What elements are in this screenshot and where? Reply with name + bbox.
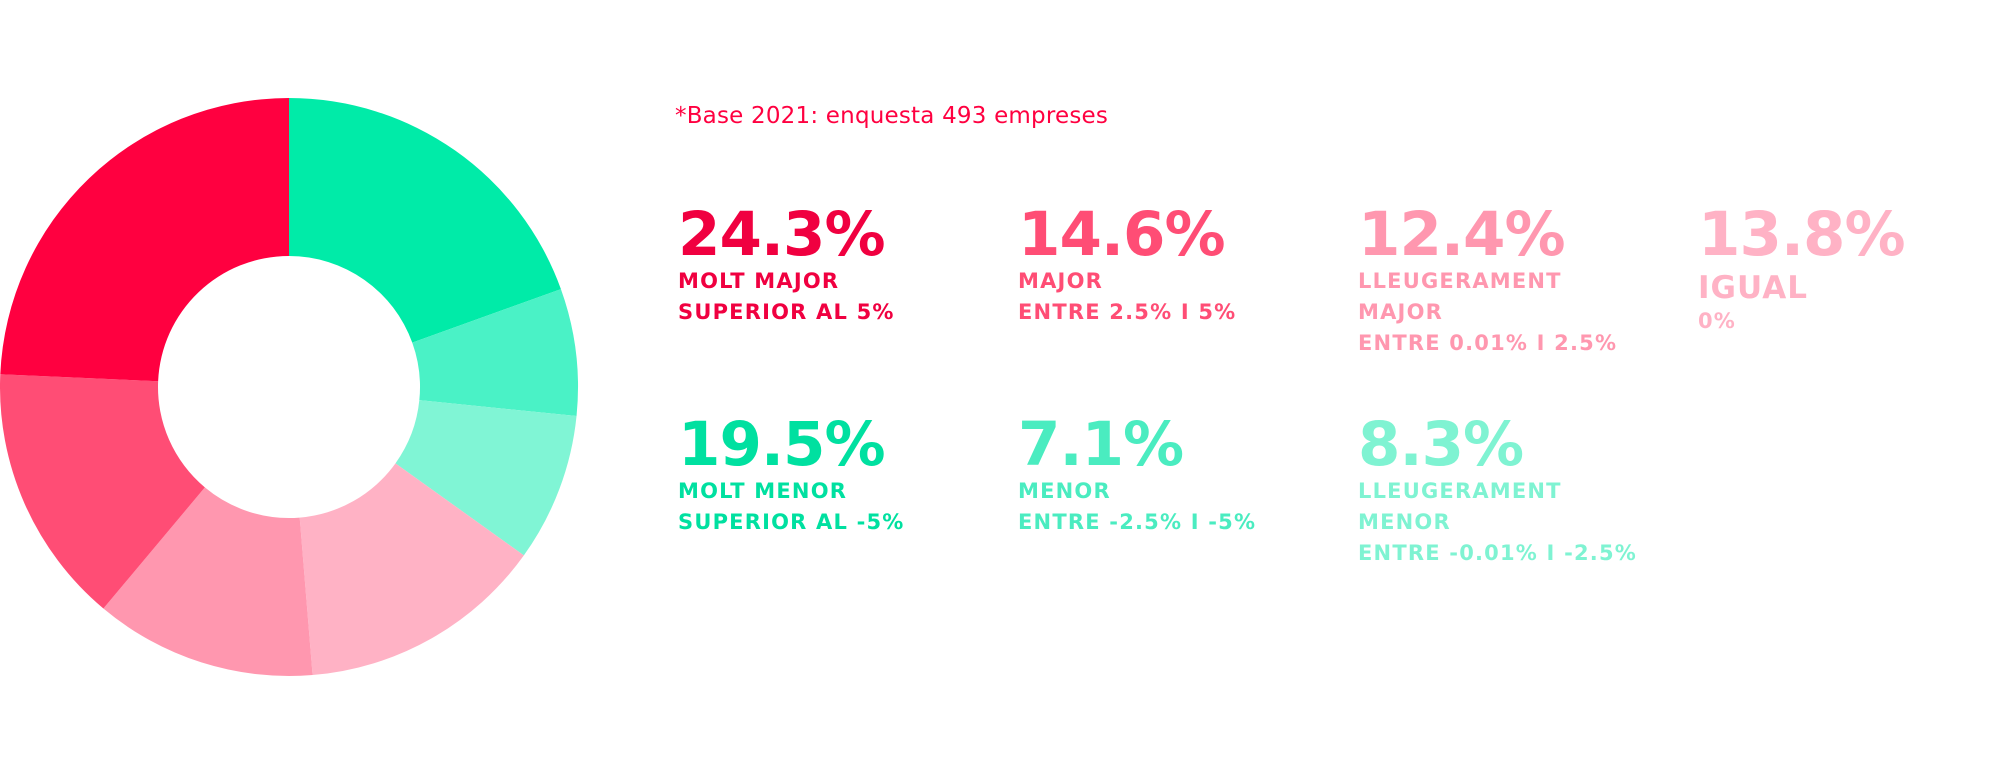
stat-lleugerament-major: 12.4% LLEUGERAMENT MAJOR ENTRE 0.01% I 2… xyxy=(1358,204,1688,359)
donut-slice-6 xyxy=(0,374,205,609)
stat-range: 0% xyxy=(1698,309,1737,333)
stat-igual: 13.8% IGUAL 0% xyxy=(1698,204,2000,337)
donut-slice-7 xyxy=(0,98,290,382)
stat-menor: 7.1% MENOR ENTRE -2.5% I -5% xyxy=(1018,414,1348,538)
stat-range: SUPERIOR AL -5% xyxy=(678,510,905,534)
stat-range: ENTRE -0.01% I -2.5% xyxy=(1358,541,1638,565)
stat-value: 19.5% xyxy=(678,409,886,480)
stat-value: 14.6% xyxy=(1018,199,1226,270)
donut-slice-3 xyxy=(395,400,577,556)
stat-range: ENTRE 2.5% I 5% xyxy=(1018,300,1237,324)
stat-label-2: MENOR xyxy=(1358,510,1451,534)
stat-label: MAJOR xyxy=(1018,269,1103,293)
stat-value: 12.4% xyxy=(1358,199,1566,270)
stat-label: MENOR xyxy=(1018,479,1111,503)
stat-major: 14.6% MAJOR ENTRE 2.5% I 5% xyxy=(1018,204,1348,328)
stat-value: 7.1% xyxy=(1018,409,1184,480)
donut-slice-1 xyxy=(289,98,561,343)
stat-range: ENTRE 0.01% I 2.5% xyxy=(1358,331,1618,355)
stat-label: MOLT MENOR xyxy=(678,479,848,503)
base-note: *Base 2021: enquesta 493 empreses xyxy=(675,103,1109,129)
donut-slice-4 xyxy=(299,463,524,676)
stat-label: IGUAL xyxy=(1698,270,1808,306)
stat-lleugerament-menor: 8.3% LLEUGERAMENT MENOR ENTRE -0.01% I -… xyxy=(1358,414,1688,569)
stat-range: SUPERIOR AL 5% xyxy=(678,300,895,324)
stat-label: LLEUGERAMENT xyxy=(1358,269,1562,293)
stat-molt-menor: 19.5% MOLT MENOR SUPERIOR AL -5% xyxy=(678,414,1008,538)
stat-molt-major: 24.3% MOLT MAJOR SUPERIOR AL 5% xyxy=(678,204,1008,328)
donut-slice-5 xyxy=(103,487,313,676)
stat-value: 13.8% xyxy=(1698,199,1906,270)
donut-slice-2 xyxy=(412,289,578,417)
donut-chart xyxy=(0,98,578,676)
stat-range: ENTRE -2.5% I -5% xyxy=(1018,510,1257,534)
stat-label-2: MAJOR xyxy=(1358,300,1443,324)
stat-label: MOLT MAJOR xyxy=(678,269,840,293)
stat-value: 24.3% xyxy=(678,199,886,270)
stat-label: LLEUGERAMENT xyxy=(1358,479,1562,503)
stat-value: 8.3% xyxy=(1358,409,1524,480)
